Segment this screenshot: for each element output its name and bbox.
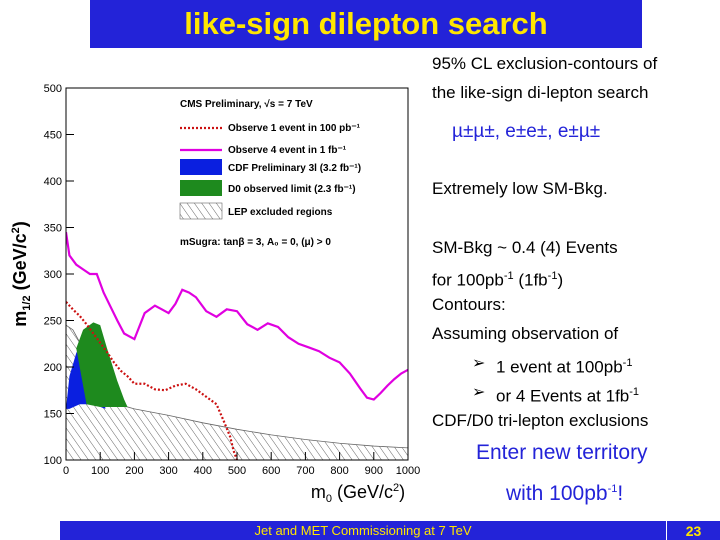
x-tick-label: 600 xyxy=(262,465,280,477)
svg-text:m1/2 (GeV/c2): m1/2 (GeV/c2) xyxy=(10,221,33,326)
y-tick-label: 100 xyxy=(44,455,62,467)
x-tick-label: 700 xyxy=(296,465,314,477)
series-d0-region xyxy=(76,322,128,407)
enter-territory: Enter new territory xyxy=(476,441,648,464)
page-number: 23 xyxy=(685,522,702,539)
y-tick-label: 450 xyxy=(44,130,62,142)
y-tick-label: 400 xyxy=(44,176,62,188)
legend-label: Observe 4 event in 1 fb⁻¹ xyxy=(228,145,347,156)
x-tick-label: 500 xyxy=(228,465,246,477)
ylabel: m1/2 (GeV/c2) xyxy=(10,221,33,326)
chart-legend: CMS Preliminary, √s = 7 TeV Observe 1 eve… xyxy=(179,99,361,248)
legend-swatch xyxy=(179,202,223,220)
slide-title-bar: like-sign dilepton search xyxy=(90,0,642,48)
legend-swatch xyxy=(180,180,222,196)
y-tick-label: 350 xyxy=(44,223,62,235)
legend-label: CDF Preliminary 3l (3.2 fb⁻¹) xyxy=(228,163,361,174)
low-bkg: Extremely low SM-Bkg. xyxy=(432,179,608,198)
bullet-2: or 4 Events at 1fb-1 xyxy=(496,386,640,406)
y-tick-label: 200 xyxy=(44,362,62,374)
y-tick-label: 500 xyxy=(44,83,62,95)
xlabel: m0 (GeV/c2) xyxy=(311,482,405,505)
slide-title: like-sign dilepton search xyxy=(184,6,548,41)
footer-text: Jet and MET Commissioning at 7 TeV xyxy=(254,523,472,538)
series-observe-4-events xyxy=(66,231,408,401)
legend-header: CMS Preliminary, √s = 7 TeV xyxy=(180,99,313,110)
x-tick-label: 800 xyxy=(330,465,348,477)
series-observe-1-event xyxy=(66,301,239,460)
desc-line-2: the like-sign di-lepton search xyxy=(432,83,649,102)
x-tick-label: 1000 xyxy=(396,465,420,477)
bkg-line-a: SM-Bkg ~ 0.4 (4) Events xyxy=(432,238,618,257)
arrow-bullet-icon: ➢ xyxy=(472,353,486,372)
bullet-1: 1 event at 100pb-1 xyxy=(496,357,633,377)
x-tick-label: 100 xyxy=(91,465,109,477)
contours-label: Contours: xyxy=(432,295,506,314)
y-tick-label: 150 xyxy=(44,409,62,421)
bkg-line-b: for 100pb-1 (1fb-1) xyxy=(432,270,564,290)
footer-bar: Jet and MET Commissioning at 7 TeV xyxy=(60,521,666,540)
y-tick-label: 250 xyxy=(44,316,62,328)
legend-footer: mSugra: tanβ = 3, A₀ = 0, (μ) > 0 xyxy=(180,237,331,248)
assuming-label: Assuming observation of xyxy=(432,324,619,343)
legend-swatch xyxy=(180,159,222,175)
x-tick-label: 0 xyxy=(63,465,69,477)
legend-label: Observe 1 event in 100 pb⁻¹ xyxy=(228,123,361,134)
with-lumi: with 100pb-1! xyxy=(506,482,624,505)
x-tick-label: 400 xyxy=(194,465,212,477)
exclusion-chart: m1/2 (GeV/c2) 0 100 200 300 400 500 600 700 800 9… xyxy=(10,83,420,505)
channels: µ±µ±, e±e±, e±µ± xyxy=(452,121,601,142)
y-tick-label: 300 xyxy=(44,269,62,281)
arrow-bullet-icon: ➢ xyxy=(472,382,486,401)
cdf-d0-line: CDF/D0 tri-lepton exclusions xyxy=(432,411,649,430)
desc-line-1: 95% CL exclusion-contours of xyxy=(432,54,658,73)
page-number-box: 23 xyxy=(667,521,720,540)
x-tick-label: 900 xyxy=(365,465,383,477)
svg-text:m0 (GeV/c2): m0 (GeV/c2) xyxy=(311,482,405,505)
x-tick-label: 300 xyxy=(159,465,177,477)
x-tick-label: 200 xyxy=(125,465,143,477)
legend-label: LEP excluded regions xyxy=(228,207,333,218)
legend-label: D0 observed limit (2.3 fb⁻¹) xyxy=(228,184,356,195)
